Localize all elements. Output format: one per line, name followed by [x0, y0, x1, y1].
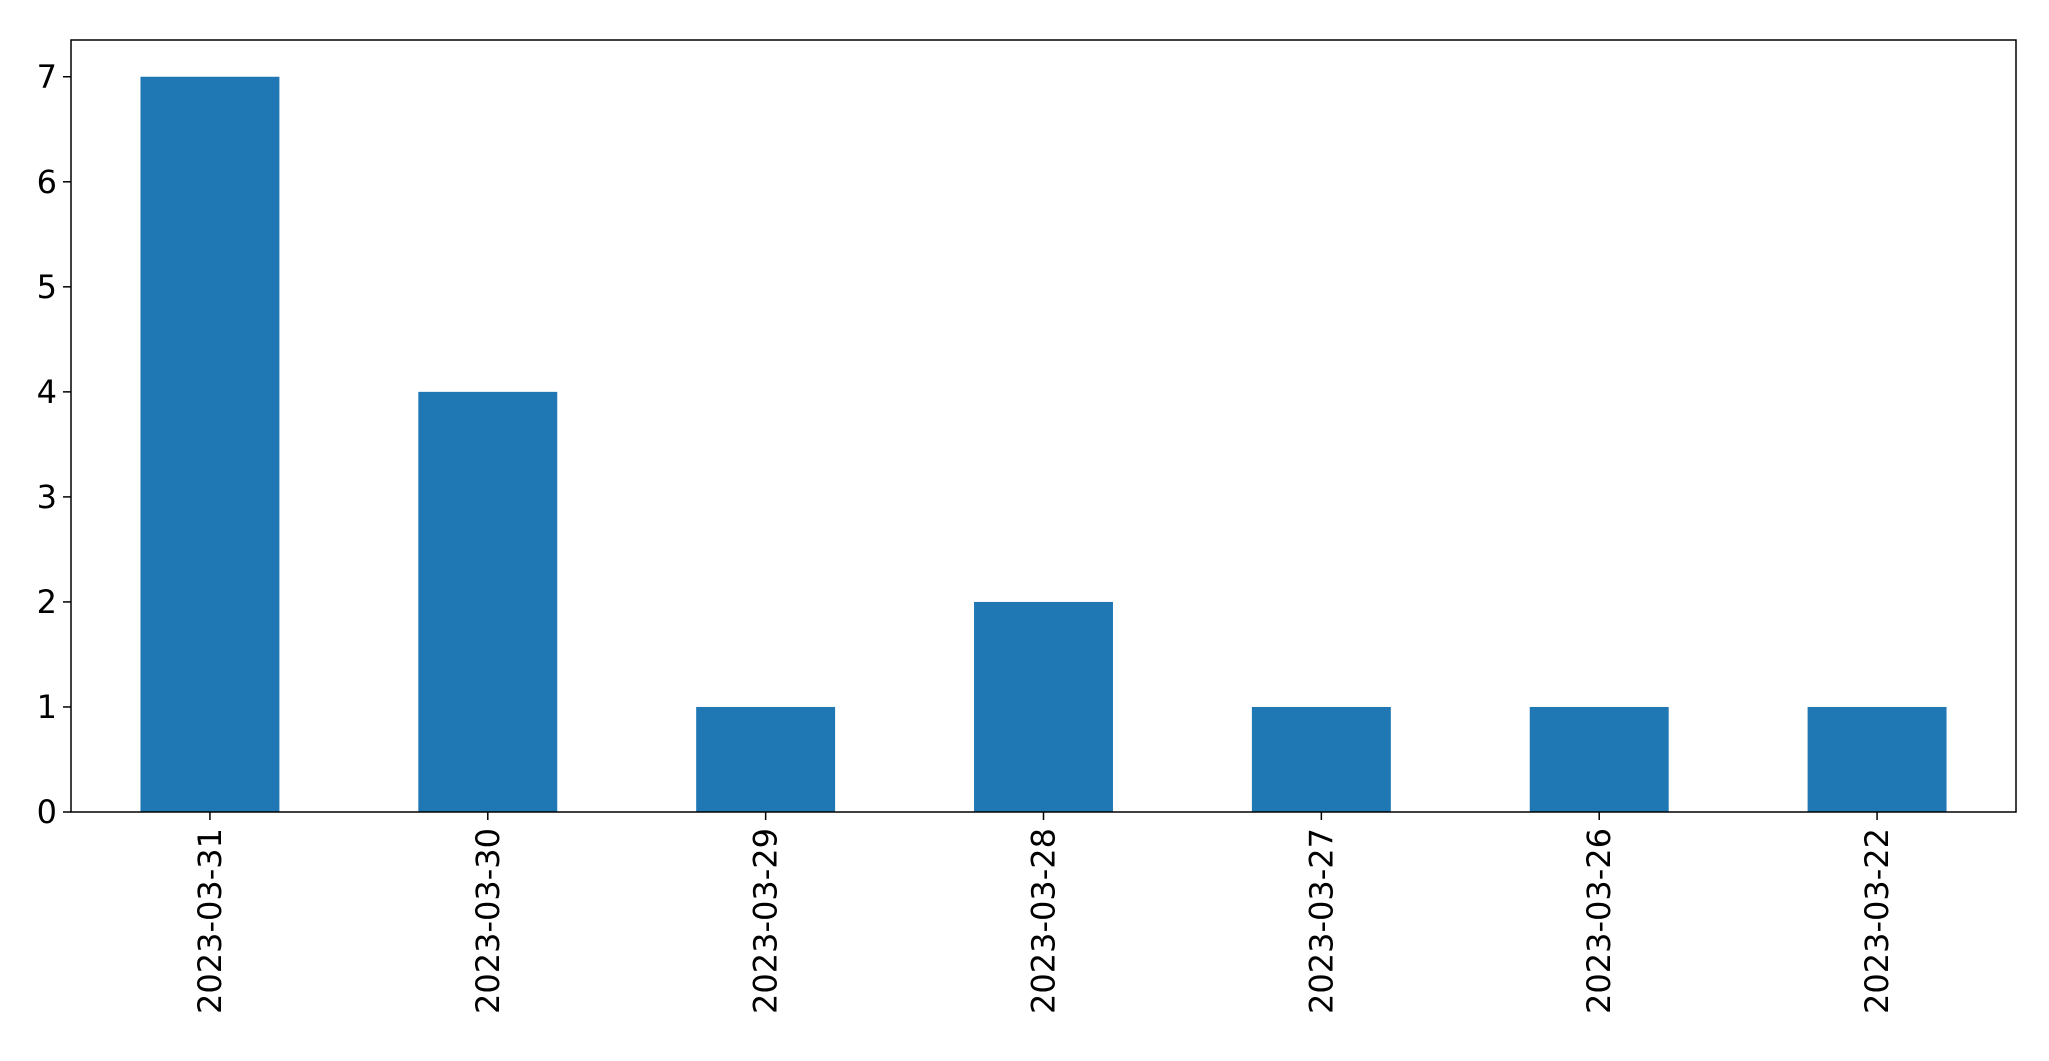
- x-tick-label: 2023-03-31: [191, 828, 229, 1014]
- bars-group: [140, 76, 1947, 812]
- bar-2023-03-22: [1807, 706, 1947, 812]
- y-tick-label: 3: [37, 478, 57, 516]
- bar-2023-03-29: [696, 706, 836, 812]
- x-tick-label: 2023-03-28: [1025, 828, 1063, 1014]
- x-tick-label: 2023-03-26: [1580, 828, 1618, 1014]
- plot-frame: [70, 39, 2017, 813]
- x-tick-label: 2023-03-22: [1858, 828, 1896, 1014]
- bar-2023-03-27: [1251, 706, 1391, 812]
- x-tick-label: 2023-03-29: [747, 828, 785, 1014]
- y-axis-ticks: 0 1 2 3 4 5 6 7: [37, 58, 71, 831]
- y-tick-label: 5: [37, 268, 57, 306]
- y-tick-label: 6: [37, 163, 57, 201]
- y-tick-label: 7: [37, 58, 57, 96]
- y-tick-label: 4: [37, 373, 57, 411]
- y-tick-label: 1: [37, 688, 57, 726]
- bar-2023-03-26: [1529, 706, 1669, 812]
- y-tick-label: 2: [37, 583, 57, 621]
- bar-2023-03-28: [974, 601, 1113, 812]
- bar-2023-03-31: [140, 76, 280, 812]
- x-tick-label: 2023-03-30: [469, 828, 507, 1014]
- y-tick-label: 0: [37, 793, 57, 831]
- x-tick-label: 2023-03-27: [1302, 828, 1340, 1014]
- bar-2023-03-30: [418, 391, 558, 812]
- x-axis-ticks: 2023-03-31 2023-03-30 2023-03-29 2023-03-28…: [191, 812, 1896, 1014]
